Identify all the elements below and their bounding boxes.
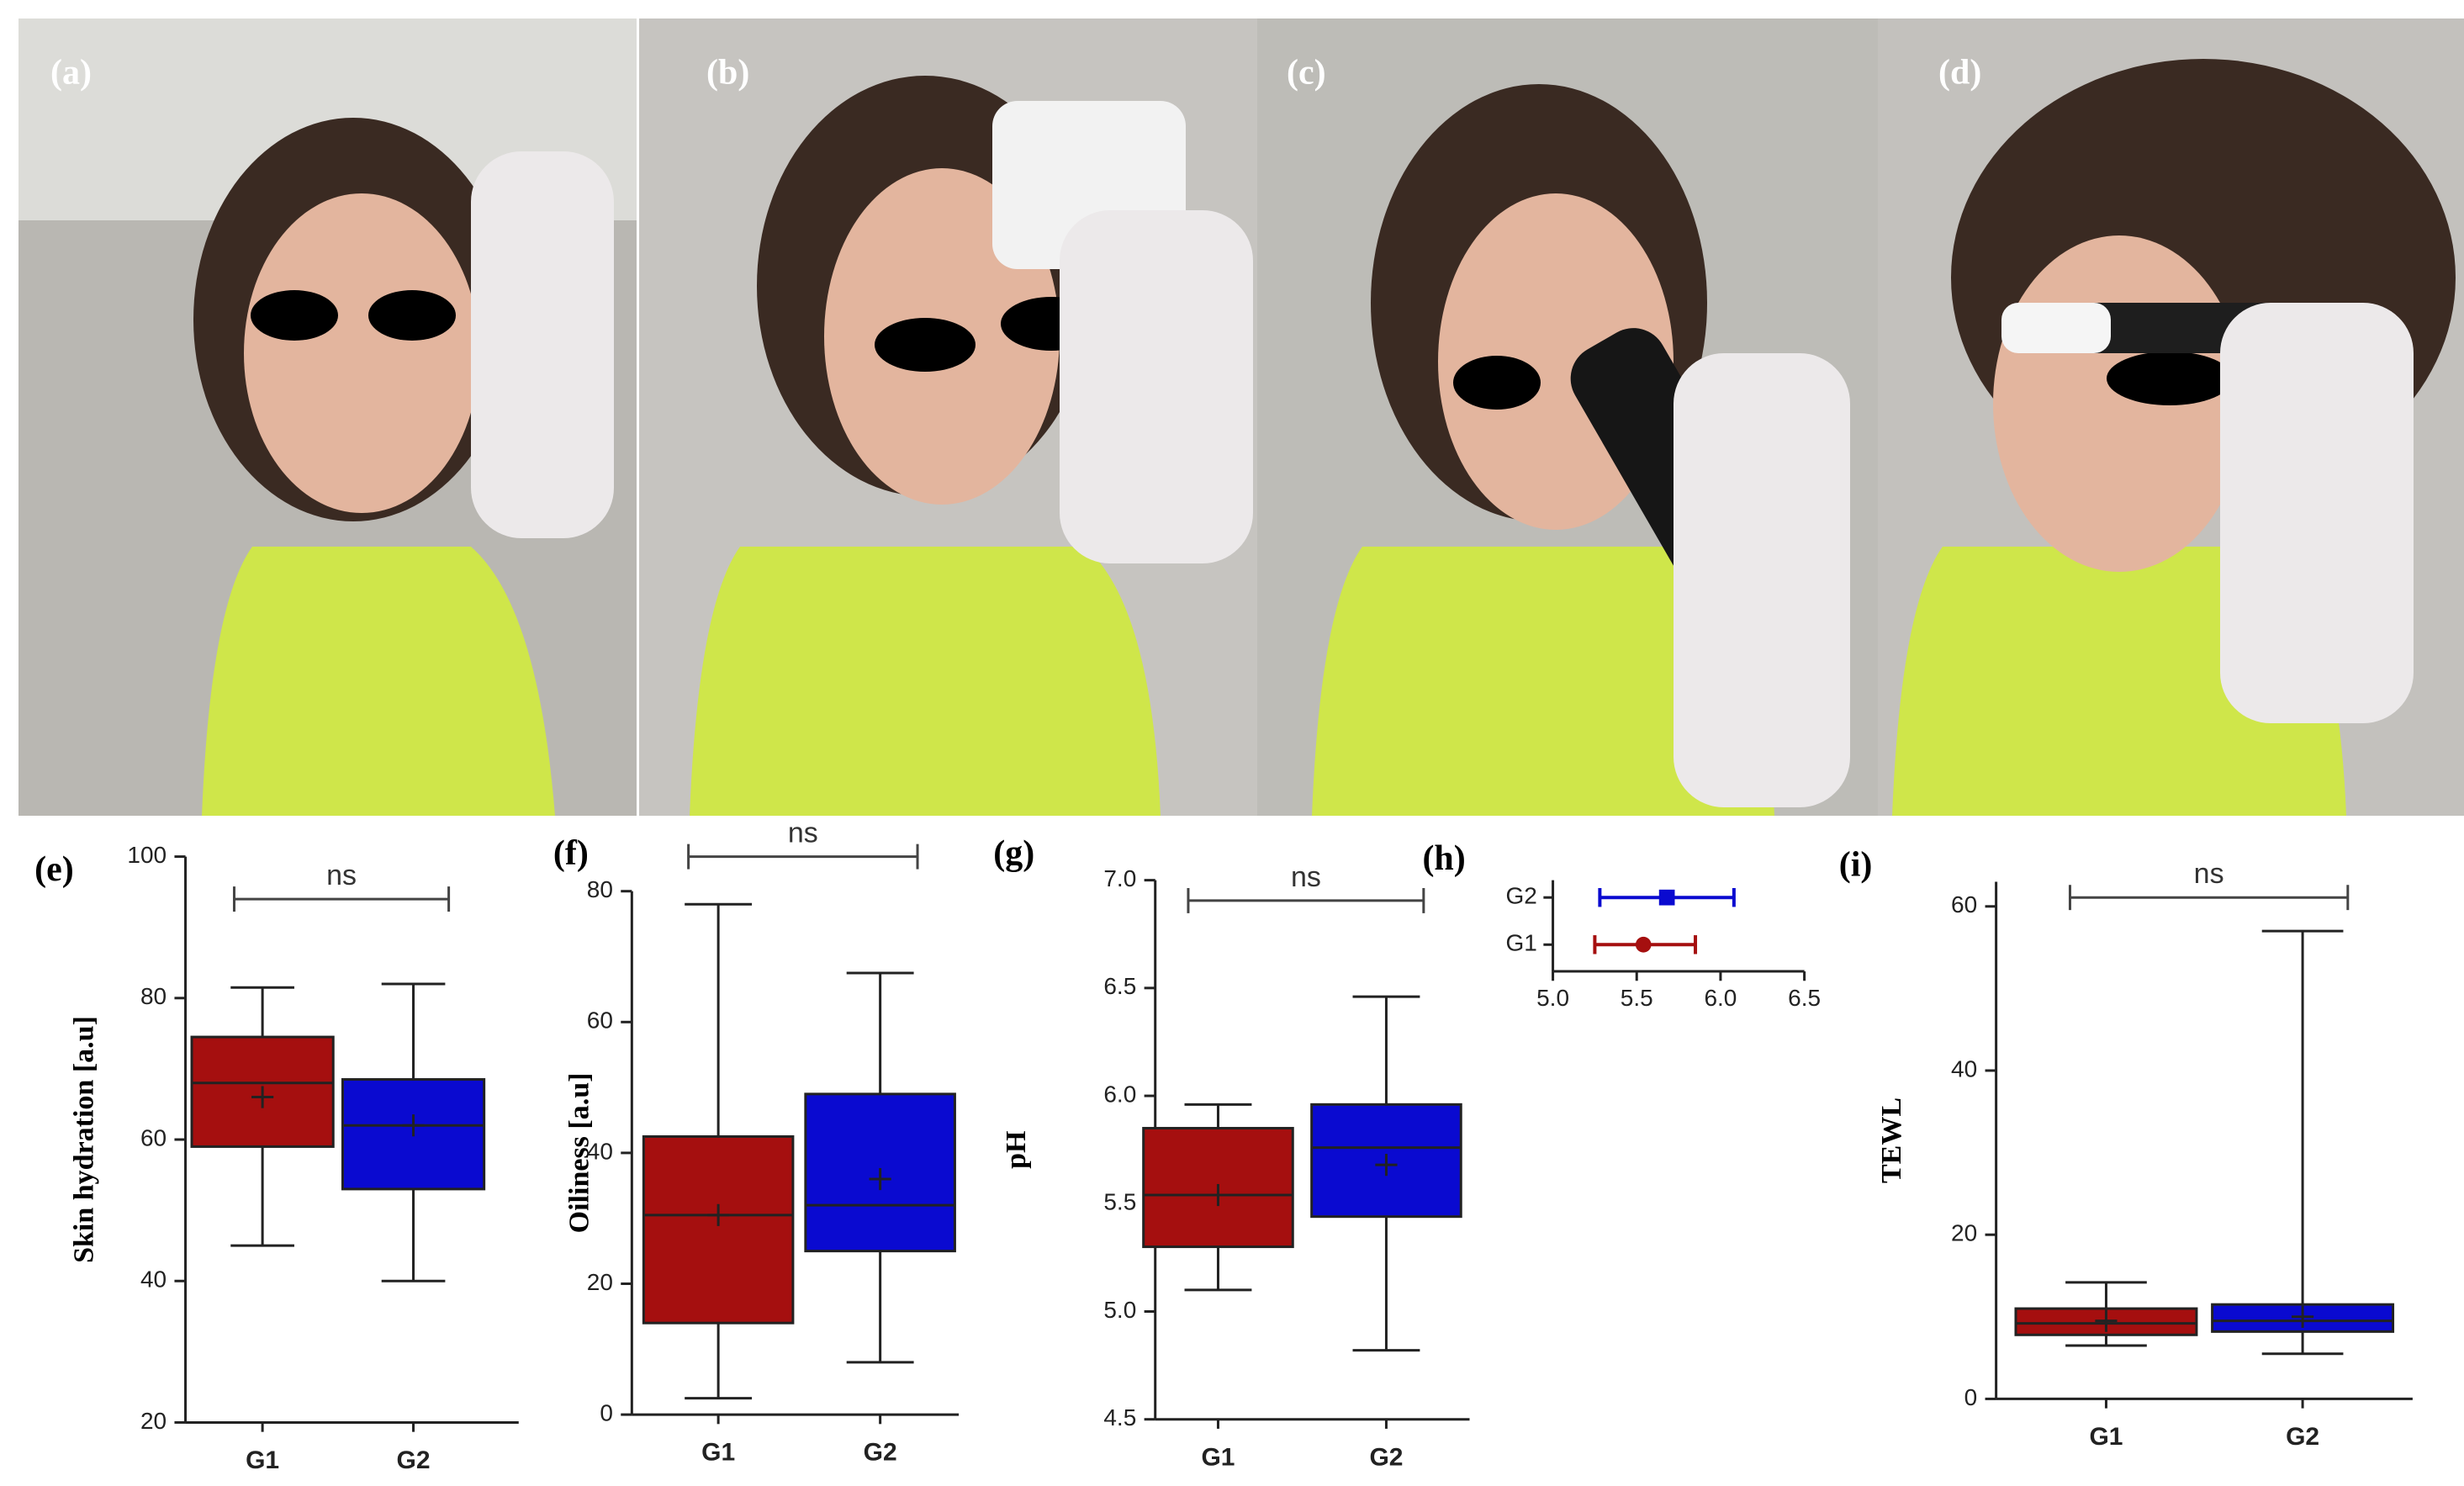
y-tick-label: 20	[1951, 1220, 1977, 1246]
panel-label: (f)	[553, 834, 589, 873]
panel-label: (g)	[993, 834, 1034, 873]
y-tick-label: 80	[140, 983, 167, 1009]
panel-label: (i)	[1839, 845, 1873, 884]
y-axis-label: pH	[1001, 1130, 1032, 1168]
mean-point	[1635, 936, 1652, 953]
photo-d	[1878, 19, 2464, 816]
photos: (a) (b) (c) (d)	[19, 19, 2464, 816]
photo-b	[639, 19, 1257, 816]
y-tick-label: 100	[127, 842, 167, 868]
x-tick-label: G2	[397, 1446, 431, 1474]
panel-label: (c)	[1287, 54, 1326, 93]
y-tick-label: 60	[140, 1124, 167, 1150]
x-tick-label: 6.0	[1704, 985, 1737, 1011]
panel-label: (e)	[34, 850, 74, 889]
y-tick-label: 40	[587, 1138, 613, 1164]
y-axis-label: TEWL	[1876, 1097, 1907, 1183]
y-tick-label: 60	[1951, 891, 1977, 918]
y-tick-label: G2	[1506, 883, 1537, 909]
y-tick-label: 6.5	[1103, 973, 1136, 999]
x-tick-label: 6.5	[1788, 985, 1821, 1011]
y-tick-label: 20	[140, 1408, 167, 1434]
annotation: ns	[2194, 858, 2224, 890]
x-tick-label: G2	[2286, 1423, 2319, 1451]
y-tick-label: 0	[1964, 1384, 1978, 1410]
x-tick-label: 5.0	[1536, 985, 1569, 1011]
y-tick-label: 40	[140, 1267, 167, 1293]
photo-a	[19, 19, 637, 816]
photo-c	[1257, 19, 1878, 816]
y-tick-label: 0	[600, 1399, 613, 1425]
x-tick-label: G2	[1369, 1443, 1403, 1471]
y-tick-label: 20	[587, 1269, 613, 1295]
y-tick-label: 6.0	[1103, 1081, 1136, 1107]
y-axis-label: Skin hydration [a.u]	[69, 1016, 100, 1263]
y-tick-label: 40	[1951, 1055, 1977, 1081]
y-tick-label: 7.0	[1103, 865, 1136, 891]
x-tick-label: G2	[864, 1439, 897, 1467]
annotation: ns	[1291, 861, 1321, 893]
y-tick-label: G1	[1506, 930, 1537, 956]
y-tick-label: 5.5	[1103, 1189, 1136, 1215]
x-tick-label: G1	[246, 1446, 279, 1474]
y-tick-label: 5.0	[1103, 1297, 1136, 1323]
x-tick-label: G1	[701, 1439, 735, 1467]
panel-label: (h)	[1422, 839, 1465, 878]
y-tick-label: 4.5	[1103, 1404, 1136, 1430]
y-tick-label: 80	[587, 876, 613, 902]
box	[642, 1134, 795, 1325]
panel-label: (b)	[706, 54, 749, 93]
mean-point	[1658, 889, 1675, 906]
y-tick-label: 60	[587, 1007, 613, 1034]
panel-label: (a)	[50, 54, 92, 93]
y-axis-label: Oiliness [a.u]	[563, 1073, 595, 1234]
annotation: ns	[326, 859, 357, 891]
annotation: ns	[788, 817, 818, 849]
x-tick-label: G1	[2089, 1423, 2123, 1451]
x-tick-label: G1	[1201, 1443, 1235, 1471]
panel-label: (d)	[1938, 54, 1981, 93]
x-tick-label: 5.5	[1621, 985, 1653, 1011]
